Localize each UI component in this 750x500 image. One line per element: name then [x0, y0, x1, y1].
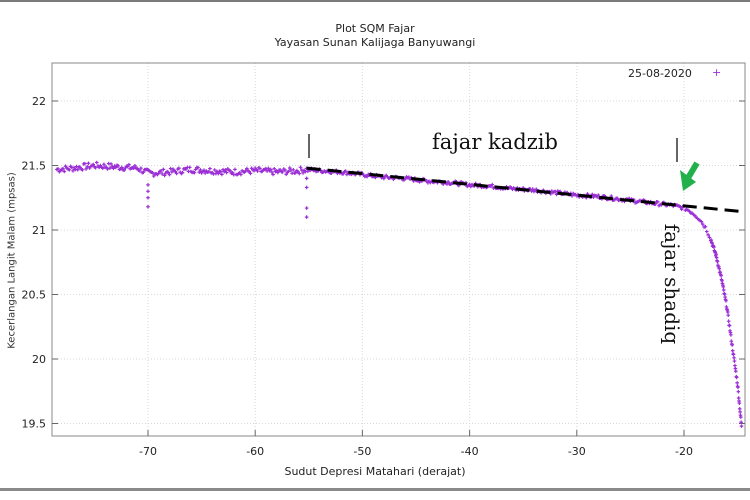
- y-tick-label: 21.5: [22, 160, 47, 173]
- bottom-border: [0, 488, 750, 491]
- annotation-fajar-kadzib: fajar kadzib: [432, 130, 558, 154]
- legend-marker-icon: +: [712, 66, 722, 79]
- x-axis-label: Sudut Depresi Matahari (derajat): [284, 465, 466, 478]
- y-axis-label: Kecerlangan Langit Malam (mpsas): [6, 172, 18, 349]
- top-border: [0, 0, 750, 2]
- chart-subtitle: Yayasan Sunan Kalijaga Banyuwangi: [274, 36, 476, 49]
- x-tick-label: -20: [675, 445, 693, 458]
- arrow-icon: [680, 161, 700, 191]
- y-tick-label: 20.5: [22, 289, 47, 302]
- x-tick-label: -40: [461, 445, 479, 458]
- annotation-fajar-shadiq: fajar shadiq: [660, 223, 685, 345]
- x-tick-label: -50: [353, 445, 371, 458]
- y-tick-label: 21: [32, 224, 46, 237]
- y-tick-label: 19.5: [22, 418, 47, 431]
- x-tick-label: -70: [139, 445, 157, 458]
- y-tick-label: 20: [32, 353, 46, 366]
- y-tick-label: 22: [32, 95, 46, 108]
- chart-title: Plot SQM Fajar: [335, 22, 415, 35]
- legend-label: 25-08-2020: [628, 67, 692, 80]
- trend-line: [306, 166, 746, 214]
- x-tick-label: -30: [568, 445, 586, 458]
- plot-frame: [51, 62, 746, 437]
- x-tick-label: -60: [246, 445, 264, 458]
